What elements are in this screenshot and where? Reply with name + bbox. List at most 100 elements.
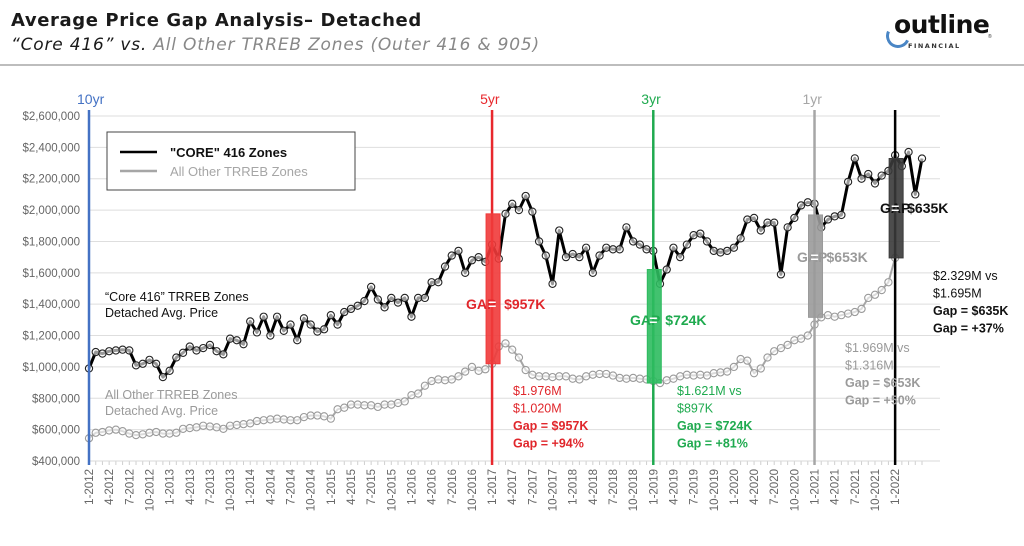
legend-label-core: "CORE" 416 Zones [170,145,287,160]
data-point [602,369,611,379]
gap-equals: = [649,312,657,328]
data-point [850,154,859,163]
data-point [521,191,530,201]
x-tick-label: 1-2017 [487,469,499,505]
data-point [346,304,356,314]
x-tick-label: 4-2014 [265,468,277,504]
x-tick-label: 1-2022 [890,469,902,505]
gap-note: Gap = $957K [513,419,588,433]
data-point [366,282,376,292]
data-point [306,320,315,329]
data-point [252,416,262,426]
data-point [299,412,309,422]
data-point [266,331,275,340]
data-point [635,374,645,383]
data-point [178,348,188,357]
data-point [185,342,194,351]
data-point [561,252,571,262]
gap-value: $635K [907,200,948,216]
data-point [770,347,779,356]
data-point [723,367,732,376]
data-point [528,207,537,216]
data-point [111,425,121,434]
data-point [776,343,786,353]
data-point [669,243,678,252]
x-tick-label: 7-2019 [689,469,701,505]
data-point [158,372,168,382]
data-point [628,237,638,246]
data-point [225,334,235,343]
data-point [434,278,443,287]
data-point [259,312,268,321]
data-point [440,262,450,271]
data-point [843,309,853,318]
data-point [232,420,241,430]
data-point [205,422,215,431]
data-point [783,340,792,350]
y-tick-label: $2,000,000 [22,205,80,217]
data-point [272,312,282,321]
data-point [756,364,765,373]
data-point [555,226,564,235]
data-point [676,252,685,262]
data-point [743,356,752,365]
data-point [420,381,430,390]
data-point [776,270,786,279]
data-point [575,375,584,384]
x-tick-label: 1-2013 [165,469,177,505]
data-point [857,174,866,183]
gap-equals: = [488,296,496,312]
gap-note: Gap = +50% [845,394,916,408]
data-point [743,215,752,224]
data-point [864,169,873,179]
gap-note: $1.695M [933,287,982,301]
gap-note: Gap = $653K [845,376,920,390]
y-tick-label: $1,800,000 [22,236,80,248]
data-point [387,400,396,409]
data-point [380,303,389,312]
data-point [205,340,215,350]
data-point [763,353,772,362]
data-point [340,403,349,412]
y-tick-label: $1,400,000 [22,299,80,311]
x-tick-label: 10-2015 [386,469,398,511]
data-point [662,376,671,385]
gap-note: $1.976M [513,384,562,398]
x-tick-label: 10-2019 [709,469,721,511]
data-point [709,246,718,256]
data-point [682,370,692,379]
data-point [427,376,436,386]
data-point [467,362,477,372]
data-point [783,223,792,232]
data-point [884,278,893,287]
data-point [870,179,880,188]
x-tick-label: 10-2017 [548,469,560,511]
data-point [246,419,255,428]
logo-word: outline [894,10,990,39]
page-subtitle: “Core 416” vs. All Other TRREB Zones (Ou… [11,35,540,55]
data-point [259,416,268,425]
data-point [622,374,631,383]
data-point [548,279,557,288]
data-point [252,328,262,337]
data-point [561,372,571,381]
data-point [716,248,725,257]
legend-label-other: All Other TRREB Zones [170,164,308,179]
data-point [622,223,631,232]
data-point [299,314,309,323]
gap-note: Gap = $724K [677,419,752,433]
data-point [319,325,329,334]
period-marker-label: 5yr [480,91,500,107]
data-point [138,359,147,368]
data-point [528,370,537,379]
gap-value: $957K [504,296,545,312]
data-point [501,209,510,219]
data-point [91,428,100,437]
data-point [272,414,282,423]
gap-equals: = [891,200,899,216]
x-tick-label: 7-2018 [608,469,620,505]
x-tick-label: 7-2014 [286,468,298,504]
gap-note: $1.316M [845,359,894,373]
data-point [353,301,362,310]
data-point [118,427,127,436]
